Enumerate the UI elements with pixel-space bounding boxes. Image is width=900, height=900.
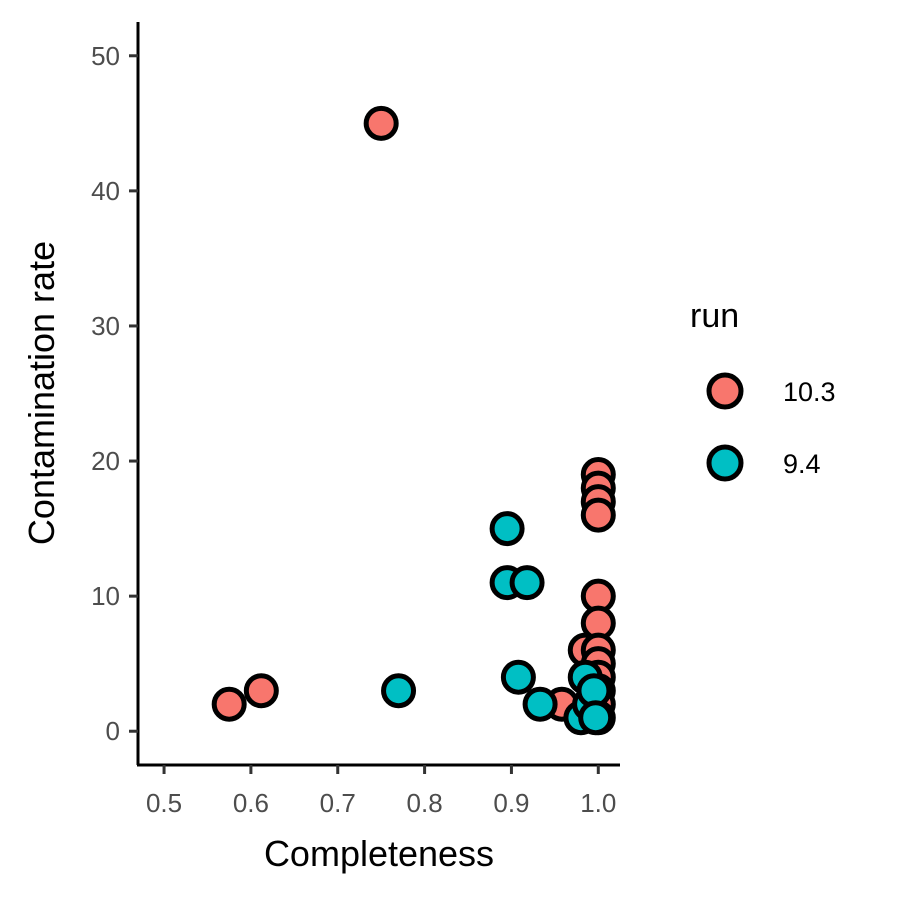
data-point <box>578 700 614 736</box>
x-axis-title: Completeness <box>264 833 494 874</box>
x-tick-label: 0.8 <box>407 788 443 818</box>
axes <box>136 22 620 767</box>
legend-title: run <box>690 297 739 335</box>
y-tick-label: 20 <box>91 446 120 476</box>
series-9.4 <box>381 511 614 736</box>
data-point <box>363 105 399 141</box>
x-tick-label: 0.7 <box>320 788 356 818</box>
data-point <box>500 659 536 695</box>
legend-label-9.4: 9.4 <box>783 449 821 479</box>
data-point <box>522 686 558 722</box>
y-tick-label: 40 <box>91 176 120 206</box>
y-tick-label: 30 <box>91 311 120 341</box>
x-tick-label: 0.9 <box>493 788 529 818</box>
series-10.3 <box>211 105 616 736</box>
data-point <box>580 497 616 533</box>
legend-label-10.3: 10.3 <box>783 377 836 407</box>
x-tick-label: 0.5 <box>146 788 182 818</box>
points-layer <box>211 105 616 736</box>
y-tick-label: 50 <box>91 41 120 71</box>
legend: run 10.3 9.4 <box>690 297 836 482</box>
legend-key-9.4 <box>706 444 744 482</box>
data-point <box>381 673 417 709</box>
y-axis-title: Contamination rate <box>21 241 62 545</box>
ticks: 0.5 0.6 0.7 0.8 0.9 1.0 0 10 20 30 40 50 <box>91 41 616 818</box>
legend-key-10.3 <box>706 372 744 410</box>
y-tick-label: 10 <box>91 581 120 611</box>
y-tick-label: 0 <box>106 716 120 746</box>
data-point <box>211 686 247 722</box>
data-point <box>489 511 525 547</box>
x-tick-label: 0.6 <box>233 788 269 818</box>
x-tick-label: 1.0 <box>580 788 616 818</box>
data-point <box>243 673 279 709</box>
data-point <box>509 565 545 601</box>
